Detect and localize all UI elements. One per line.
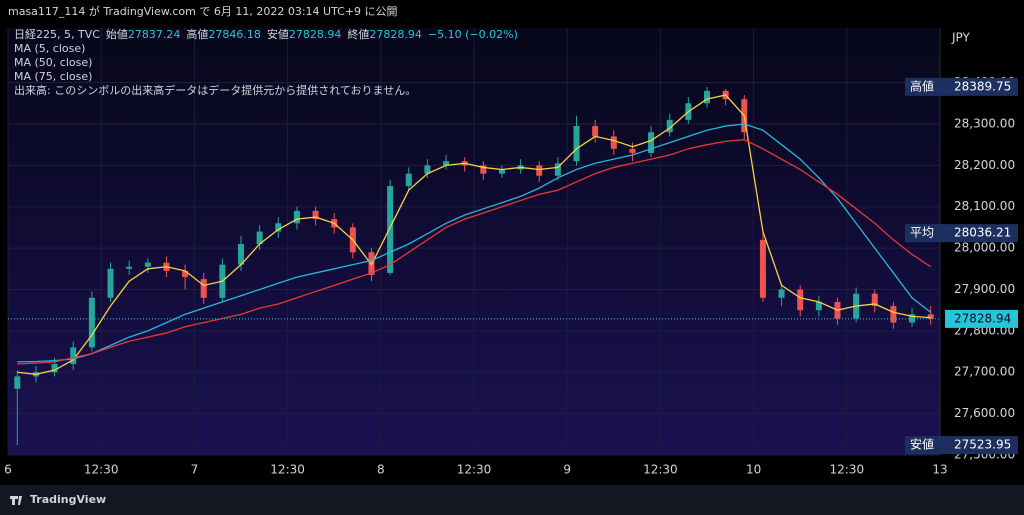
candle-body (107, 268, 114, 298)
price-label-box (905, 436, 1018, 455)
candle-body (293, 210, 300, 224)
x-tick-label: 9 (563, 463, 571, 477)
candle-body (498, 169, 505, 174)
price-label-name: 平均 (910, 226, 934, 240)
candle-body (759, 239, 766, 298)
price-label-box (905, 77, 1018, 96)
currency: JPY (951, 31, 971, 45)
ohlc-label: 終値 (347, 27, 369, 41)
footer-logo: TradingView (30, 493, 106, 506)
last-price-box (945, 309, 1018, 328)
x-tick-label: 12:30 (643, 463, 678, 477)
legend-item: MA (5, close) (14, 42, 85, 55)
candle-body (238, 243, 244, 265)
legend-main: 日経225, 5, TVC 始値27837.24 高値27846.18 安値27828… (14, 27, 518, 41)
candle-body (70, 347, 77, 364)
header: masa117_114 が TradingView.com で 6月 11, 2… (8, 4, 398, 18)
ohlc-label: 始値 (106, 27, 128, 41)
candle-body (275, 223, 282, 232)
x-tick-label: 12:30 (270, 463, 305, 477)
y-tick-label: 27,900.00 (954, 282, 1015, 296)
x-tick-label: 7 (191, 463, 199, 477)
candle-body (480, 165, 487, 174)
candle-body (648, 132, 655, 153)
price-label-name: 安値 (910, 437, 934, 452)
legend-item: MA (75, close) (14, 70, 92, 83)
candle-body (592, 126, 599, 137)
candle-body (387, 186, 394, 273)
candle-body (610, 136, 617, 149)
x-tick-label: 6 (4, 463, 12, 477)
ma-line (17, 123, 932, 363)
candle-body (554, 163, 561, 176)
y-tick-label: 28,300.00 (954, 116, 1015, 130)
ohlc-label: 高値 (186, 27, 208, 41)
candle-body (182, 270, 189, 278)
candle-body (424, 165, 431, 174)
symbol: 日経225, 5, TVC (14, 28, 100, 41)
candle-body (815, 301, 822, 311)
candle-body (629, 148, 636, 153)
candle-body (909, 314, 916, 323)
candle-body (144, 262, 151, 267)
logo-icon (10, 496, 22, 505)
x-tick-label: 12:30 (830, 463, 865, 477)
candle-body (573, 126, 580, 162)
candle-body (88, 297, 95, 348)
ohlc-value: 27837.24 (128, 28, 181, 41)
candle-body (778, 289, 785, 298)
price-label-box (905, 224, 1018, 243)
price-label-name: 高値 (910, 78, 934, 93)
candle-body (51, 363, 58, 373)
x-tick-label: 10 (746, 463, 761, 477)
candle-body (927, 314, 934, 319)
candle-body (312, 210, 319, 220)
candle-body (536, 165, 543, 176)
ohlc-value: 27846.18 (208, 28, 261, 41)
candle-body (200, 279, 207, 298)
x-tick-label: 13 (932, 463, 947, 477)
footer-bar (0, 485, 1024, 515)
ma-line (17, 139, 932, 365)
candle-body (890, 306, 897, 323)
ma-line (17, 94, 931, 375)
y-tick-label: 28,100.00 (954, 199, 1015, 213)
candle-body (405, 173, 412, 187)
volume-note: 出来高: このシンボルの出来高データはデータ提供元から提供されておりません。 (14, 83, 416, 97)
legend-item: MA (50, close) (14, 56, 92, 69)
ohlc-value: 27828.94 (369, 28, 422, 41)
candle-body (443, 161, 450, 166)
change: −5.10 (−0.02%) (428, 28, 518, 41)
candle-body (704, 90, 710, 104)
price-label-value: 28389.75 (954, 79, 1011, 93)
last-price-value: 27828.94 (954, 311, 1011, 325)
candle-body (871, 293, 878, 307)
ohlc-label: 安値 (267, 27, 289, 41)
candle-body (126, 266, 133, 269)
y-tick-label: 28,200.00 (954, 158, 1015, 172)
x-tick-label: 8 (377, 463, 385, 477)
candle-body (797, 289, 804, 311)
price-label-value: 28036.21 (954, 226, 1011, 240)
candle-body (666, 119, 673, 133)
ohlc-value: 27828.94 (289, 28, 342, 41)
y-tick-label: 27,700.00 (954, 365, 1015, 379)
candle-body (256, 231, 263, 244)
y-tick-label: 28,000.00 (954, 241, 1015, 255)
x-tick-label: 12:30 (84, 463, 119, 477)
price-label-value: 27523.95 (954, 438, 1011, 452)
candle-body (14, 376, 21, 389)
x-tick-label: 12:30 (457, 463, 492, 477)
y-tick-label: 27,600.00 (954, 406, 1015, 420)
